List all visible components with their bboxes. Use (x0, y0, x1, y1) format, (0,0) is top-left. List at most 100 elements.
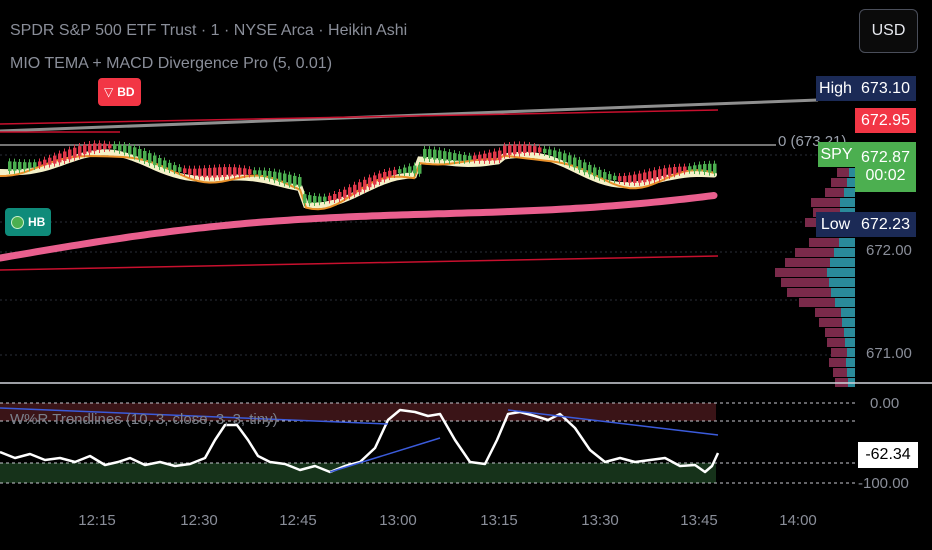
heikin-ashi-candle (703, 164, 707, 172)
symbol-legend[interactable]: SPDR S&P 500 ETF Trust · 1 · NYSE Arca ·… (10, 22, 408, 39)
heikin-ashi-candle (238, 167, 242, 176)
osc-axis-minus100: -100.00 (858, 475, 909, 492)
heikin-ashi-candle (193, 168, 197, 176)
heikin-ashi-candle (373, 175, 377, 185)
heikin-ashi-candle (538, 147, 542, 153)
heikin-ashi-candle (383, 171, 387, 180)
time-axis-label: 14:00 (779, 512, 817, 529)
osc-trendline (507, 409, 719, 436)
high-label-tag: High (816, 76, 855, 101)
heikin-ashi-candle (438, 150, 442, 161)
hb-signal-label: HB (28, 215, 46, 229)
heikin-ashi-candle (618, 176, 622, 182)
heikin-ashi-candle (448, 152, 452, 161)
volume-profile-bar (809, 238, 839, 247)
volume-profile-bar (827, 338, 845, 347)
current-price-red-tag: 672.95 (855, 108, 916, 133)
heikin-ashi-candle (413, 165, 417, 174)
heikin-ashi-candle (353, 184, 357, 195)
heikin-ashi-candle (168, 162, 172, 170)
heikin-ashi-candle (623, 175, 627, 183)
heikin-ashi-candle (433, 149, 437, 160)
heikin-ashi-candle (583, 162, 587, 173)
heikin-ashi-candle (23, 162, 27, 170)
lower-channel-line (0, 255, 719, 271)
heikin-ashi-candle (568, 155, 572, 165)
heikin-ashi-candle (473, 155, 477, 161)
upper-channel-line (0, 109, 719, 125)
heikin-ashi-candle (33, 162, 37, 168)
heikin-ashi-candle (158, 158, 162, 168)
volume-profile-bar (825, 188, 844, 197)
heikin-ashi-candle (483, 153, 487, 161)
heikin-ashi-candle (593, 167, 597, 177)
heikin-ashi-candle (698, 164, 702, 172)
heikin-ashi-candle (603, 172, 607, 179)
heikin-ashi-candle (328, 195, 332, 201)
symbol-tag: SPY (818, 142, 855, 167)
time-axis-label: 12:30 (180, 512, 218, 529)
volume-profile-bar (842, 318, 855, 327)
heikin-ashi-candle (508, 144, 512, 155)
volume-profile-bar (830, 258, 855, 267)
heikin-ashi-candle (513, 144, 517, 155)
heikin-ashi-candle (348, 187, 352, 197)
heikin-ashi-candle (138, 149, 142, 159)
heikin-ashi-candle (258, 170, 262, 176)
indicator-legend[interactable]: MIO TEMA + MACD Divergence Pro (5, 0.01) (10, 55, 333, 72)
volume-profile-bar (847, 348, 855, 357)
time-axis-label: 13:00 (379, 512, 417, 529)
price-axis-label: 671.00 (866, 345, 912, 362)
volume-profile-bar (833, 368, 847, 377)
heikin-ashi-candle (398, 169, 402, 174)
heikin-ashi-candle (228, 167, 232, 177)
heikin-ashi-candle (213, 167, 217, 178)
heikin-ashi-candle (458, 154, 462, 162)
heikin-ashi-candle (78, 146, 82, 156)
heikin-ashi-candle (708, 163, 712, 173)
volume-profile-bar (787, 288, 831, 297)
bd-signal-label: BD (117, 85, 135, 99)
heikin-ashi-candle (528, 145, 532, 153)
currency-button[interactable]: USD (859, 9, 918, 53)
heikin-ashi-candle (493, 151, 497, 161)
volume-profile-bar (847, 368, 855, 377)
heikin-ashi-candle (73, 147, 77, 158)
volume-profile-bar (845, 338, 855, 347)
volume-profile-bar (831, 288, 855, 297)
oscillator-legend[interactable]: W%R Trendlines (10, 3, close, 3, 3, tiny… (10, 411, 278, 428)
heikin-ashi-candle (268, 170, 272, 179)
heikin-ashi-candle (313, 195, 317, 203)
volume-profile-bar (775, 268, 827, 277)
tema-line (0, 149, 717, 209)
volume-profile-bar (841, 308, 855, 317)
heikin-ashi-candle (658, 169, 662, 179)
heikin-ashi-candle (108, 144, 112, 149)
heikin-ashi-candle (638, 173, 642, 183)
time-axis-label: 13:45 (680, 512, 718, 529)
heikin-ashi-candle (318, 196, 322, 203)
bar-countdown: 00:02 (865, 167, 906, 184)
heikin-ashi-candle (18, 161, 22, 171)
high-value-tag: 673.10 (855, 76, 916, 101)
heikin-ashi-candle (273, 171, 277, 181)
heikin-ashi-candle (148, 153, 152, 164)
heikin-ashi-candle (113, 144, 117, 150)
bd-signal-pill: ▽ BD (98, 78, 141, 106)
heikin-ashi-candle (103, 143, 107, 150)
heikin-ashi-candle (468, 155, 472, 161)
heikin-ashi-candle (673, 166, 677, 175)
heikin-ashi-candle (63, 151, 67, 161)
heikin-ashi-candle (183, 168, 187, 173)
heikin-ashi-candle (488, 152, 492, 161)
hb-signal-pill: HB (5, 208, 52, 236)
heikin-ashi-candle (443, 151, 447, 161)
heikin-ashi-candle (653, 170, 657, 181)
osc-trendline (329, 437, 441, 473)
heikin-ashi-candle (633, 174, 637, 183)
volume-profile-bar (834, 248, 855, 257)
heikin-ashi-candle (128, 145, 132, 155)
heikin-ashi-candle (88, 143, 92, 153)
